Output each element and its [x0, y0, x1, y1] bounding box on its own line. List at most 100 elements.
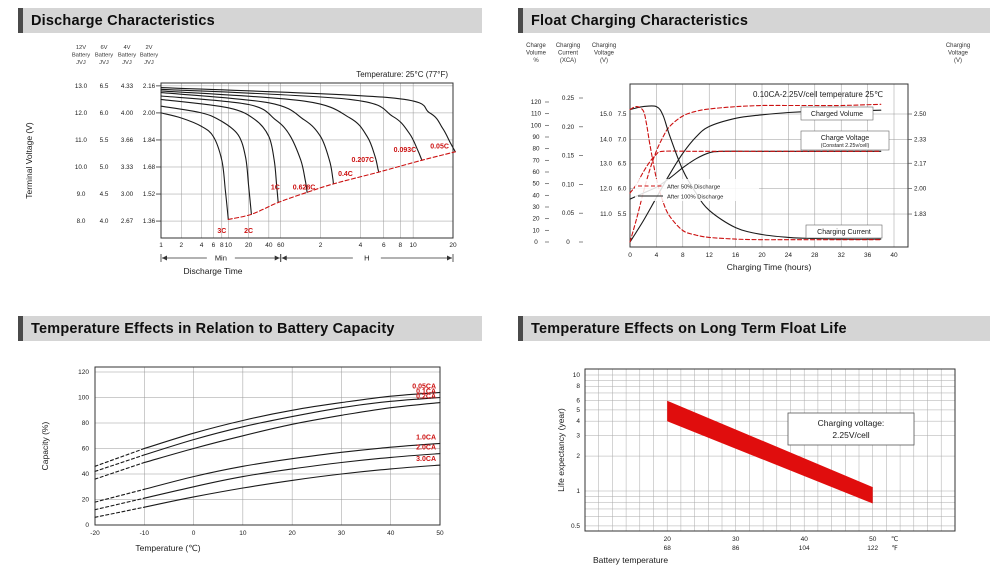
x-tick-fahrenheit: 122: [867, 545, 878, 552]
float-charging-chart: 0 4 8 12 16 20 24 28 32 36 40 Charge Volume% Charging…: [526, 43, 970, 272]
y-tick-label: 80: [82, 420, 90, 427]
left-axis-header: Volume: [526, 51, 547, 57]
y-tick-label: 4: [576, 418, 580, 425]
x-tick-label: 40: [387, 530, 395, 537]
x-tick-label: 28: [811, 252, 819, 259]
arrowhead: [274, 255, 280, 261]
arrowhead: [281, 255, 287, 261]
y-axis-header: JVJ: [144, 60, 154, 66]
curve-label: 0.4C: [338, 171, 353, 178]
discharge-curve-0.207C: [160, 90, 380, 173]
charging-current-50-curve: [629, 106, 882, 241]
legend-label: After 50% Discharge: [667, 184, 720, 190]
x-tick-label: 6: [212, 242, 216, 249]
x-tick-label: 8: [681, 252, 685, 259]
series-label: 3.0CA: [416, 456, 436, 463]
y-axis-header: JVJ: [99, 60, 109, 66]
current-tick-label: 0.10: [562, 181, 575, 188]
y-tick-label: 10: [573, 372, 581, 379]
legend-backdrop: [635, 179, 759, 201]
capacity-curve-2.0CA: [143, 453, 441, 499]
left-axis-header: (XCA): [560, 58, 576, 64]
volume-tick-label: 40: [532, 192, 540, 199]
y-axis-header: Battery: [95, 53, 113, 59]
x-tick-celsius: 20: [664, 536, 672, 543]
left-axis-header: Current: [558, 51, 578, 57]
curve-label: 0.628C: [293, 184, 316, 191]
capacity-curve-dashed-2.0CA: [94, 497, 145, 511]
life-expectancy-band: [667, 400, 873, 504]
y-tick-label: 1.36: [143, 218, 156, 225]
x-tick-fahrenheit: 104: [799, 545, 810, 552]
x-tick-label: 50: [436, 530, 444, 537]
y-tick-label: 12.0: [75, 110, 88, 117]
charge-voltage-label: (Constant 2.25v/cell): [821, 143, 870, 149]
volume-tick-label: 30: [532, 204, 540, 211]
x-axis-title: Temperature (℃): [135, 543, 200, 553]
panel-life: Temperature Effects on Long Term Float L…: [518, 316, 990, 571]
x-axis-title: Discharge Time: [183, 266, 242, 276]
curve-label: 0.05C: [430, 144, 449, 151]
x-tick-label: 20: [449, 242, 457, 249]
voltage12-tick-label: 14.0: [600, 136, 613, 143]
series-label: 2.0CA: [416, 445, 436, 452]
capacity-temperature-chart: -20 -10 0 10 20 30 40 500204060801001200.05CA0.…: [40, 366, 444, 553]
discharge-curve-0.05C: [160, 87, 456, 153]
curve-label: 2C: [244, 228, 253, 235]
y-tick-label: 2.67: [121, 218, 134, 225]
plot-frame: [160, 82, 454, 239]
voltage6-tick-label: 7.0: [618, 136, 627, 143]
x-tick-label: 20: [758, 252, 766, 259]
capacity-curve-0.2CA: [143, 402, 441, 464]
y-axis-header: 12V: [76, 45, 86, 51]
x-tick-label: 8: [220, 242, 224, 249]
current-tick-label: 0.25: [562, 95, 575, 102]
y-axis-header: 6V: [100, 45, 107, 51]
y-tick-label: 3: [576, 433, 580, 440]
x-tick-label: 4: [200, 242, 204, 249]
y-tick-label: 4.0: [100, 218, 109, 225]
x-tick-label: 1: [159, 242, 163, 249]
panel-title: Float Charging Characteristics: [531, 12, 749, 29]
x-tick-label: 0: [192, 530, 196, 537]
y-tick-label: 20: [82, 497, 90, 504]
voltage12-tick-label: 13.0: [600, 160, 613, 167]
capacity-curve-0.05CA: [143, 391, 441, 450]
y-tick-label: 5: [576, 407, 580, 414]
y-tick-label: 1.84: [143, 137, 156, 144]
volume-tick-label: 120: [531, 99, 542, 106]
x-tick-celsius: 30: [732, 536, 740, 543]
y-tick-label: 9.0: [77, 191, 86, 198]
y-axis-title: Life expectancy (year): [556, 408, 566, 492]
x-tick-label: 36: [864, 252, 872, 259]
x-tick-fahrenheit: 86: [732, 545, 740, 552]
y-axis-title: Capacity (%): [40, 422, 50, 471]
x-tick-label: 32: [838, 252, 846, 259]
volume-tick-label: 100: [531, 122, 542, 129]
left-axis-header: Voltage: [594, 51, 615, 57]
charged-volume-50-curve: [629, 103, 882, 243]
y-tick-label: 6: [576, 398, 580, 405]
y-tick-label: 8.0: [77, 218, 86, 225]
x-tick-label: 4: [655, 252, 659, 259]
discharge-curve-0.093C: [160, 88, 423, 161]
y-tick-label: 40: [82, 471, 90, 478]
y-tick-label: 1: [576, 488, 580, 495]
annotation-text: 2.25V/cell: [832, 430, 869, 440]
y-tick-label: 5.5: [100, 137, 109, 144]
charge-voltage-label: Charge Voltage: [821, 135, 869, 142]
x-tick-label: 2: [179, 242, 183, 249]
y-tick-label: 2.16: [143, 83, 156, 90]
x-tick-label: 60: [277, 242, 285, 249]
volume-tick-label: 70: [532, 157, 540, 164]
y-tick-label: 4.33: [121, 83, 134, 90]
y-tick-label: 2: [576, 453, 580, 460]
series-label: 0.1CA: [416, 389, 436, 396]
annotation-box: [787, 412, 915, 446]
voltage6-tick-label: 6.0: [618, 186, 627, 193]
x-tick-label: 0: [628, 252, 632, 259]
y-axis-header: 2V: [145, 45, 152, 51]
x-tick-label: 6: [382, 242, 386, 249]
charging-current-label: Charging Current: [817, 229, 871, 236]
